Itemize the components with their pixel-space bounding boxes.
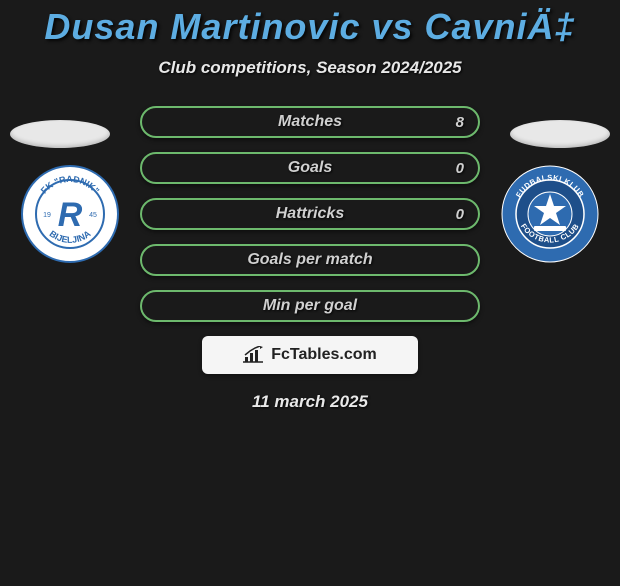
radnik-badge-icon: FK "RADNIK" BIJELJINA R 19 45 <box>20 164 120 264</box>
stat-value: 0 <box>456 160 464 177</box>
stat-label: Goals per match <box>247 251 372 269</box>
stat-row-goals-per-match: Goals per match <box>140 244 480 276</box>
svg-text:19: 19 <box>43 212 51 219</box>
zeljeznicar-badge-icon: FUDBALSKI KLUB FOOTBALL CLUB <box>500 164 600 264</box>
stat-rows: Matches 8 Goals 0 Hattricks 0 Goals per … <box>140 106 480 322</box>
subtitle: Club competitions, Season 2024/2025 <box>0 58 620 78</box>
brand-text: FcTables.com <box>271 346 377 364</box>
stat-value: 8 <box>456 114 464 131</box>
brand-box[interactable]: FcTables.com <box>202 336 418 374</box>
stat-row-goals: Goals 0 <box>140 152 480 184</box>
svg-text:R: R <box>58 196 83 234</box>
player-right-ellipse <box>510 120 610 148</box>
date-text: 11 march 2025 <box>0 392 620 412</box>
stat-label: Matches <box>278 113 342 131</box>
page-title: Dusan Martinovic vs CavniÄ‡ <box>0 6 620 48</box>
stat-label: Goals <box>288 159 332 177</box>
stat-row-min-per-goal: Min per goal <box>140 290 480 322</box>
club-badge-left: FK "RADNIK" BIJELJINA R 19 45 <box>20 164 120 264</box>
comparison-panel: FK "RADNIK" BIJELJINA R 19 45 FUDBALSKI … <box>0 106 620 412</box>
club-badge-right: FUDBALSKI KLUB FOOTBALL CLUB <box>500 164 600 264</box>
stat-label: Hattricks <box>276 205 344 223</box>
stat-value: 0 <box>456 206 464 223</box>
player-left-ellipse <box>10 120 110 148</box>
stat-label: Min per goal <box>263 297 357 315</box>
stat-row-matches: Matches 8 <box>140 106 480 138</box>
svg-text:45: 45 <box>89 212 97 219</box>
stat-row-hattricks: Hattricks 0 <box>140 198 480 230</box>
chart-icon <box>243 346 265 364</box>
